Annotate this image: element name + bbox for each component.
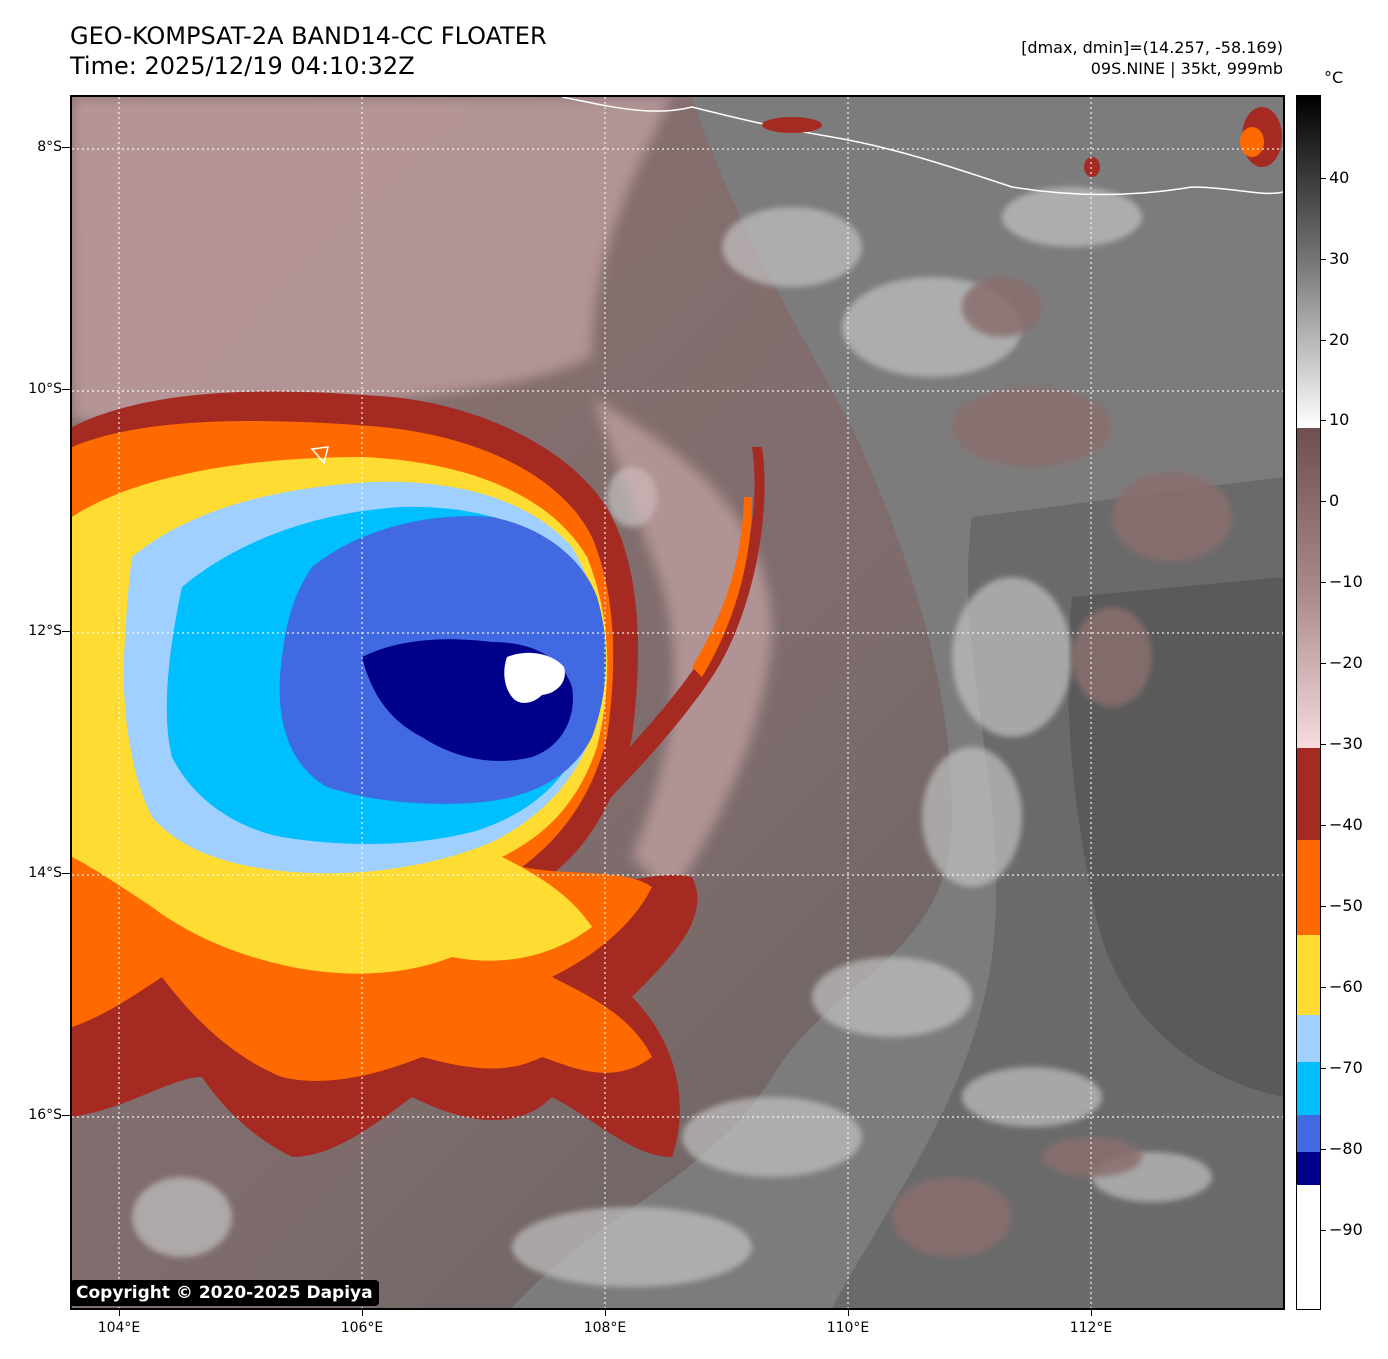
colorbar-label: 20 (1329, 330, 1350, 349)
coastline (561, 97, 1283, 196)
colorbar-label: −70 (1329, 1058, 1363, 1077)
colorbar-tick (1320, 825, 1326, 826)
colorbar-label: −80 (1329, 1139, 1363, 1158)
colorbar-tick (1320, 582, 1326, 583)
colorbar-label: 30 (1329, 249, 1350, 268)
title-line-1: GEO-KOMPSAT-2A BAND14-CC FLOATER (70, 22, 547, 50)
colorbar-tick (1320, 340, 1326, 341)
lat-label: 8°S (37, 139, 62, 155)
lat-tick (62, 873, 70, 874)
lon-label: 104°E (97, 1320, 141, 1336)
colorbar-tick (1320, 420, 1326, 421)
colorbar (1296, 95, 1321, 1310)
colorbar-tick (1320, 178, 1326, 179)
colorbar-label: −90 (1329, 1220, 1363, 1239)
colorbar-tick (1320, 259, 1326, 260)
lon-label: 106°E (340, 1320, 384, 1336)
lat-tick (62, 1115, 70, 1116)
lon-label: 112°E (1069, 1320, 1113, 1336)
colorbar-label: 10 (1329, 410, 1350, 429)
lat-label: 14°S (28, 865, 62, 881)
colorbar-unit: °C (1324, 68, 1344, 87)
lon-tick (848, 1310, 849, 1316)
colorbar-tick (1320, 663, 1326, 664)
range-info: [dmax, dmin]=(14.257, -58.169) (1021, 38, 1283, 57)
lat-tick (62, 147, 70, 148)
storm-coldest-spot (504, 652, 565, 703)
lon-tick (119, 1310, 120, 1316)
lon-tick (605, 1310, 606, 1316)
lon-tick (362, 1310, 363, 1316)
lat-label: 12°S (28, 623, 62, 639)
storm-center-marker (310, 446, 329, 465)
colorbar-label: −20 (1329, 653, 1363, 672)
lon-label: 110°E (826, 1320, 870, 1336)
satellite-image (70, 95, 1285, 1310)
lon-tick (1091, 1310, 1092, 1316)
colorbar-label: −50 (1329, 896, 1363, 915)
colorbar-label: −30 (1329, 734, 1363, 753)
colorbar-tick (1320, 1230, 1326, 1231)
colorbar-tick (1320, 906, 1326, 907)
lat-label: 16°S (28, 1107, 62, 1123)
lat-tick (62, 631, 70, 632)
copyright-badge: Copyright © 2020-2025 Dapiya (70, 1280, 379, 1306)
colorbar-label: 40 (1329, 168, 1350, 187)
lat-tick (62, 389, 70, 390)
lat-label: 10°S (28, 381, 62, 397)
colorbar-label: −10 (1329, 572, 1363, 591)
colorbar-tick (1320, 501, 1326, 502)
colorbar-tick (1320, 1068, 1326, 1069)
colorbar-label: −60 (1329, 977, 1363, 996)
colorbar-label: 0 (1329, 491, 1340, 510)
colorbar-tick (1320, 987, 1326, 988)
lon-label: 108°E (583, 1320, 627, 1336)
storm-info: 09S.NINE | 35kt, 999mb (1090, 59, 1283, 78)
colorbar-tick (1320, 1149, 1326, 1150)
colorbar-label: −40 (1329, 815, 1363, 834)
title-line-2: Time: 2025/12/19 04:10:32Z (70, 52, 415, 80)
colorbar-tick (1320, 744, 1326, 745)
